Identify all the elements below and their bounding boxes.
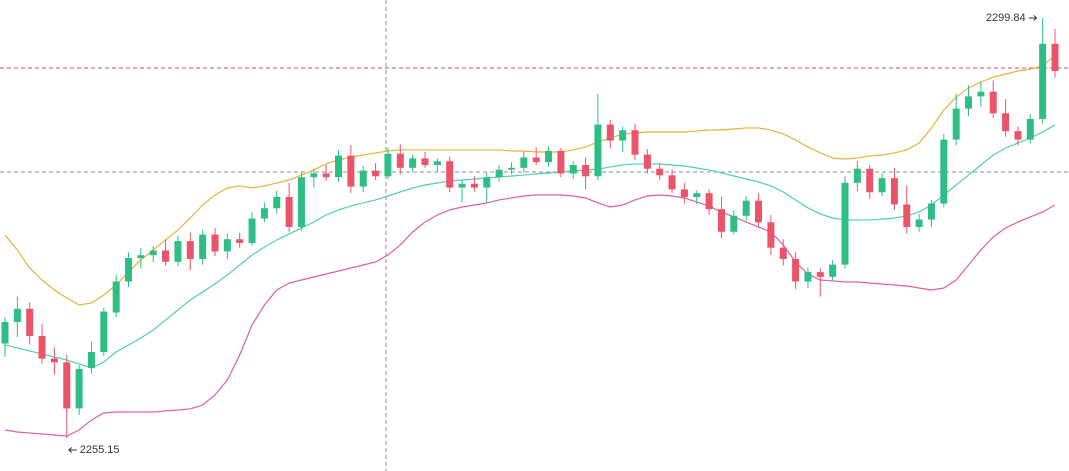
candle-body xyxy=(816,272,824,277)
candle-body xyxy=(409,158,417,168)
high-label: 2299.84 xyxy=(986,12,1026,24)
band-line xyxy=(4,124,1056,369)
candle-body xyxy=(680,189,688,197)
candle-body xyxy=(248,218,256,243)
candle-body xyxy=(13,308,21,322)
candle-body xyxy=(384,153,392,177)
candle-body xyxy=(458,183,466,188)
candle-body xyxy=(767,222,775,248)
candle-body xyxy=(977,91,985,97)
candle-body xyxy=(372,170,380,177)
candle-body xyxy=(1051,43,1059,72)
candle-body xyxy=(841,182,849,265)
candle-body xyxy=(668,175,676,190)
candle-body xyxy=(149,250,157,256)
candle-body xyxy=(495,169,503,178)
candle-body xyxy=(322,173,330,178)
candle-body xyxy=(532,157,540,163)
candle-body xyxy=(853,168,861,183)
candle-body xyxy=(656,168,664,176)
candle-body xyxy=(359,170,367,187)
candle-body xyxy=(1026,118,1034,140)
candle-body xyxy=(347,155,355,187)
candle-body xyxy=(137,255,145,259)
candle-body xyxy=(236,239,244,243)
candle-body xyxy=(1014,131,1022,140)
candle-body xyxy=(606,124,614,141)
candle-body xyxy=(285,196,293,228)
candles xyxy=(1,18,1059,438)
candle-body xyxy=(631,130,639,155)
candle-body xyxy=(421,158,429,165)
candle-body xyxy=(792,258,800,282)
candle-body xyxy=(63,362,71,409)
candle-body xyxy=(335,155,343,178)
candle-body xyxy=(125,258,133,282)
candle-body xyxy=(297,177,305,228)
candle-body xyxy=(569,164,577,174)
candle-body xyxy=(903,204,911,228)
candle-body xyxy=(643,154,651,169)
candle-body xyxy=(829,264,837,277)
candle-body xyxy=(520,157,528,168)
candle-body xyxy=(619,130,627,141)
candle-body xyxy=(1002,113,1010,132)
bands xyxy=(4,54,1056,437)
candle-body xyxy=(730,215,738,232)
candle-body xyxy=(755,200,763,223)
high-arrow xyxy=(1028,15,1038,21)
candle-body xyxy=(779,247,787,259)
candle-body xyxy=(989,91,997,114)
candle-body xyxy=(211,234,219,252)
candle-body xyxy=(75,368,83,409)
candle-body xyxy=(940,139,948,204)
candle-body xyxy=(866,168,874,193)
band-line xyxy=(4,54,1056,306)
candle-body xyxy=(310,173,318,178)
candle-body xyxy=(952,108,960,140)
candle-body xyxy=(174,241,182,262)
candle-body xyxy=(693,193,701,197)
candle-body xyxy=(1039,43,1047,119)
candle-body xyxy=(470,183,478,188)
candle-body xyxy=(50,358,58,363)
low-label: 2255.15 xyxy=(80,444,120,456)
candle-body xyxy=(433,161,441,165)
candle-body xyxy=(162,250,170,262)
candle-body xyxy=(582,164,590,177)
candle-body xyxy=(545,150,553,163)
candle-body xyxy=(890,178,898,205)
band-line xyxy=(4,194,1056,437)
candle-body xyxy=(273,196,281,209)
candle-body xyxy=(112,281,120,313)
candle-body xyxy=(223,239,231,252)
candle-body xyxy=(396,153,404,168)
candle-body xyxy=(915,219,923,228)
candle-body xyxy=(927,203,935,220)
candle-body xyxy=(705,193,713,210)
annotations: 2299.84 2255.15 xyxy=(67,12,1038,456)
candle-body xyxy=(87,352,95,368)
candle-body xyxy=(878,178,886,193)
candle-body xyxy=(260,208,268,219)
candle-body xyxy=(804,272,812,282)
candle-body xyxy=(717,209,725,232)
candle-body xyxy=(186,241,194,259)
candle-body xyxy=(507,167,515,170)
candle-body xyxy=(100,311,108,353)
candle-body xyxy=(446,161,454,188)
candle-body xyxy=(199,234,207,259)
candle-body xyxy=(1,321,9,344)
candle-body xyxy=(965,96,973,109)
low-arrow xyxy=(67,447,77,453)
candle-body xyxy=(557,150,565,174)
candle-body xyxy=(742,200,750,216)
candle-body xyxy=(38,336,46,359)
candle-body xyxy=(26,308,34,337)
candle-body xyxy=(483,177,491,188)
candle-body xyxy=(594,124,602,177)
